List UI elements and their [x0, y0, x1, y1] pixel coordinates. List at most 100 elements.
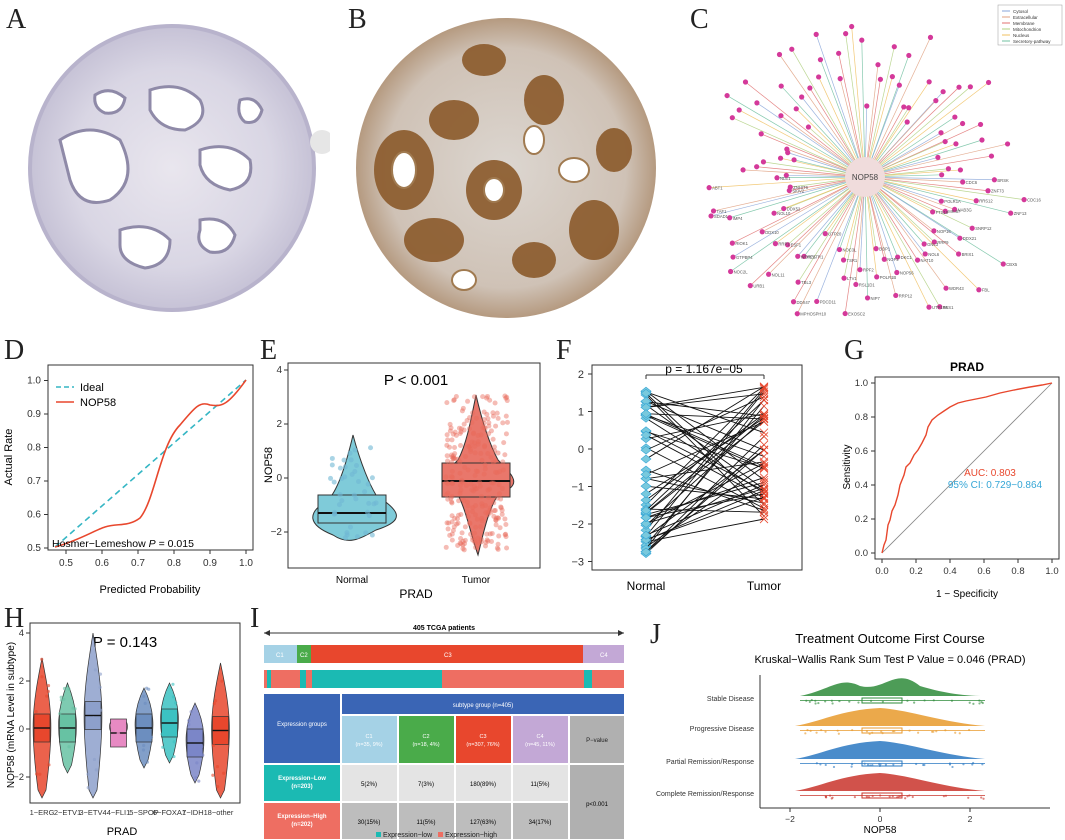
point: [904, 797, 907, 800]
point-tumor: [460, 479, 466, 485]
y-tick: −3: [571, 557, 584, 569]
pair-line: [645, 477, 765, 519]
point: [908, 794, 911, 797]
point-tumor: [444, 400, 450, 406]
network-node: [960, 120, 966, 127]
normal-marker: [640, 519, 652, 528]
point: [58, 711, 62, 716]
point-tumor: [453, 432, 459, 438]
pair-line: [645, 444, 765, 554]
point-tumor: [481, 471, 487, 477]
high-c2: 11(5%): [417, 820, 436, 826]
point: [216, 785, 220, 789]
network-node-label: NLE1: [780, 176, 791, 181]
point: [881, 700, 884, 703]
point-tumor: [496, 515, 502, 521]
point-tumor: [458, 535, 464, 541]
point: [67, 687, 71, 691]
network-node: [1004, 141, 1011, 147]
point: [836, 729, 839, 732]
point-tumor: [504, 398, 510, 404]
point-tumor: [490, 413, 496, 419]
network-node: [791, 157, 797, 163]
point-tumor: [447, 421, 453, 427]
network-node-label: BRSK: [997, 178, 1009, 183]
point: [891, 730, 895, 733]
point: [879, 794, 882, 797]
network-node-label: TBL3: [801, 280, 812, 285]
point: [877, 762, 881, 766]
x-tick: 0.8: [1011, 566, 1024, 577]
point-tumor: [482, 502, 488, 508]
point-tumor: [458, 443, 464, 449]
pair-line: [645, 392, 765, 506]
point: [906, 795, 909, 798]
point: [884, 763, 887, 766]
network-node-label: GNL3: [927, 242, 939, 247]
point-tumor: [470, 431, 476, 437]
network-node: [930, 209, 936, 215]
point-tumor: [503, 431, 509, 437]
network-node: [772, 241, 779, 247]
pair-line: [645, 466, 765, 548]
pair-line: [645, 415, 765, 513]
point-tumor: [452, 451, 458, 457]
network-node: [754, 164, 760, 170]
network-node-label: DDX52: [787, 207, 801, 212]
point-tumor: [469, 439, 475, 445]
point-tumor: [503, 531, 509, 537]
network-node: [736, 107, 742, 113]
network-node: [724, 92, 730, 99]
network-node: [776, 51, 783, 58]
network-node-label: RRP1: [778, 242, 790, 247]
point-tumor: [492, 458, 498, 464]
point-tumor: [449, 437, 455, 443]
pair-line: [645, 418, 765, 526]
point-tumor: [456, 425, 462, 431]
pair-line: [645, 390, 765, 481]
point: [98, 685, 102, 689]
y-tick: 0.8: [27, 443, 41, 454]
panel-e-violin-plot: 4 2 0 −2 P < 0.001 Normal Tumor PRAD NOP58: [263, 362, 541, 601]
network-node-label: NOP56: [900, 271, 914, 276]
y-tick: −2: [271, 527, 283, 538]
point: [878, 764, 881, 768]
ideal-line: [54, 379, 247, 548]
point-tumor: [478, 450, 484, 456]
point-tumor: [468, 481, 474, 487]
network-node: [836, 246, 843, 253]
point-tumor: [473, 544, 479, 550]
y-tick: 0.5: [27, 543, 41, 554]
legend-nop58: NOP58: [80, 397, 116, 409]
network-node-label: DDX21: [963, 236, 977, 241]
point-tumor: [473, 468, 479, 474]
x-tick: 1.0: [1045, 566, 1058, 577]
point-tumor: [465, 443, 471, 449]
network-node: [935, 154, 941, 161]
network-node-label: PES1: [943, 305, 954, 310]
network-node: [901, 104, 907, 110]
point-tumor: [491, 513, 497, 519]
nop58-curve: [54, 379, 247, 548]
point-tumor: [462, 541, 468, 547]
network-node: [853, 281, 859, 288]
network-node: [778, 83, 784, 89]
point-tumor: [447, 444, 453, 450]
network-node: [976, 287, 982, 293]
point-tumor: [455, 512, 461, 518]
hub-node: [845, 157, 885, 197]
subtype-header: subtype group (n=405): [453, 703, 514, 709]
tumor-marker: [759, 385, 769, 394]
point-tumor: [468, 531, 474, 537]
point-tumor: [485, 416, 491, 422]
point-tumor: [480, 394, 486, 400]
point-tumor: [460, 405, 466, 411]
point-tumor: [490, 436, 496, 442]
y-tick: 0.9: [27, 409, 41, 420]
point: [187, 722, 191, 727]
point-tumor: [481, 425, 487, 431]
point-tumor: [449, 459, 455, 465]
point: [867, 795, 871, 799]
density-cloud: [800, 678, 985, 696]
network-node: [891, 44, 897, 50]
